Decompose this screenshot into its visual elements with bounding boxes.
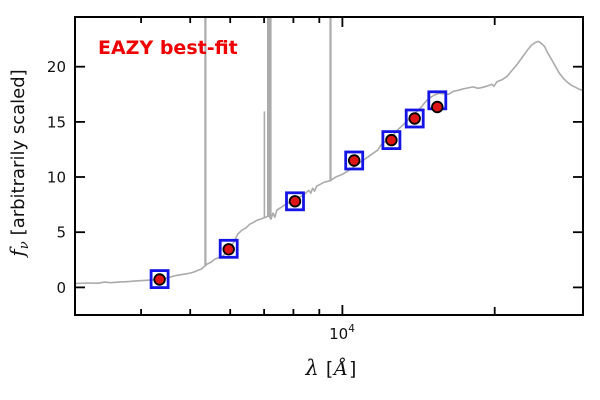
- observed-photometry-point: [153, 273, 166, 286]
- x-tick-label-exponent: 4: [348, 323, 355, 335]
- y-tick-label: 5: [56, 224, 66, 242]
- model-photometry-square: [404, 108, 425, 129]
- lambda-symbol: λ: [305, 356, 319, 380]
- photometry-layer: [149, 90, 448, 290]
- observed-photometry-point: [288, 195, 302, 208]
- model-photometry-square: [344, 150, 365, 171]
- observed-photometry-point: [222, 243, 235, 256]
- x-label-bracket-open: [: [326, 358, 333, 380]
- model-photometry-square: [218, 238, 239, 259]
- model-photometry-square: [285, 191, 305, 212]
- y-tick-label: 10: [47, 169, 66, 187]
- spectrum-line: [75, 40, 583, 285]
- x-label-bracket-close: ]: [349, 358, 356, 380]
- y-label-text: [arbitrarily scaled]: [8, 69, 29, 235]
- y-tick-label: 20: [47, 58, 66, 76]
- nu-subscript: ν: [17, 241, 32, 249]
- observed-photometry-point: [408, 112, 421, 125]
- y-axis-label: fν[arbitrarily scaled]: [5, 69, 32, 258]
- angstrom-symbol: Å: [332, 358, 348, 380]
- axes-layer: 0 5 10 15 20: [47, 16, 584, 316]
- plot-frame: [74, 16, 584, 316]
- observed-photometry-point: [431, 100, 444, 114]
- observed-photometry-point: [385, 133, 398, 147]
- y-tick-label: 0: [56, 279, 66, 297]
- x-axis-label: λ [Å]: [305, 356, 357, 380]
- x-tick-label-base: 10: [329, 325, 348, 343]
- x-tick-label-1e4: 104: [329, 323, 355, 343]
- model-photometry-square: [149, 269, 170, 290]
- observed-photometry-point: [348, 154, 361, 167]
- model-photometry-square: [381, 130, 402, 151]
- annotation-eazy-best-fit: EAZY best-fit: [98, 37, 238, 59]
- y-tick-label: 15: [47, 113, 66, 131]
- spectrum-layer: [75, 17, 583, 285]
